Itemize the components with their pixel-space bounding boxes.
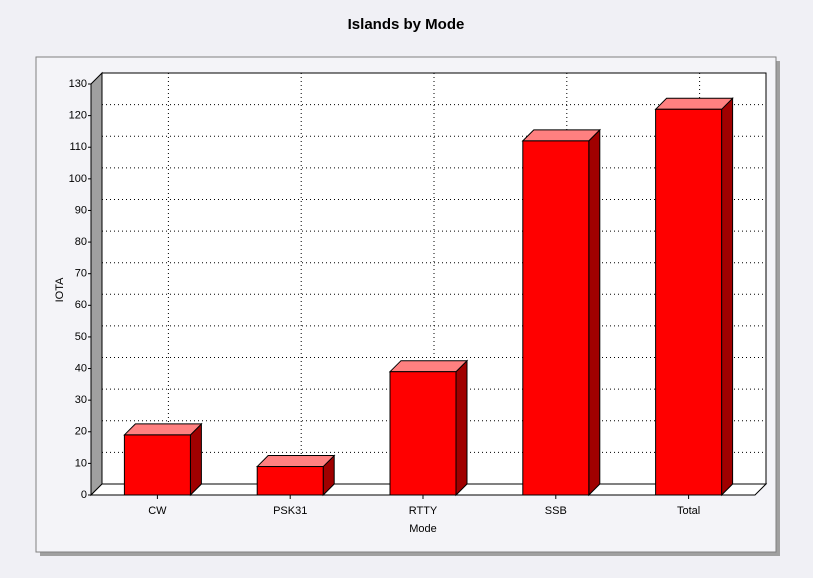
y-tick-label: 40 <box>75 362 87 374</box>
bar-top <box>654 97 734 110</box>
x-axis-label: Mode <box>409 523 437 535</box>
y-tick-label: 0 <box>81 489 87 501</box>
y-tick-label: 30 <box>75 394 87 406</box>
chart-title: Islands by Mode <box>348 16 465 33</box>
bar-top <box>521 129 602 142</box>
y-tick-label: 10 <box>75 457 87 469</box>
y-tick-label: 110 <box>69 141 87 153</box>
y-axis-label: IOTA <box>54 277 66 303</box>
left-wall <box>90 71 103 497</box>
y-tick-label: 60 <box>75 299 87 311</box>
y-tick-label: 80 <box>75 236 87 248</box>
x-tick-label: Total <box>677 505 700 517</box>
bar-top <box>255 455 336 468</box>
bar-side <box>721 97 734 497</box>
x-tick-label: CW <box>148 505 167 517</box>
x-tick-label: RTTY <box>409 505 438 517</box>
y-tick-label: 130 <box>69 78 87 90</box>
bar <box>389 371 457 496</box>
y-tick-label: 120 <box>69 110 87 122</box>
y-tick-label: 50 <box>75 331 87 343</box>
y-tick-label: 100 <box>69 173 87 185</box>
y-tick-label: 20 <box>75 426 87 438</box>
bar <box>256 466 324 496</box>
bar-side <box>588 128 601 497</box>
bar-side <box>189 422 202 497</box>
bar-top <box>388 360 469 373</box>
bar <box>123 434 191 496</box>
y-tick-label: 90 <box>75 204 87 216</box>
bar <box>522 140 590 496</box>
x-tick-label: SSB <box>545 505 567 517</box>
bar-side <box>455 359 468 497</box>
y-tick-label: 70 <box>75 268 87 280</box>
bar <box>655 108 723 496</box>
x-tick-label: PSK31 <box>273 505 307 517</box>
bar-top <box>123 423 203 436</box>
